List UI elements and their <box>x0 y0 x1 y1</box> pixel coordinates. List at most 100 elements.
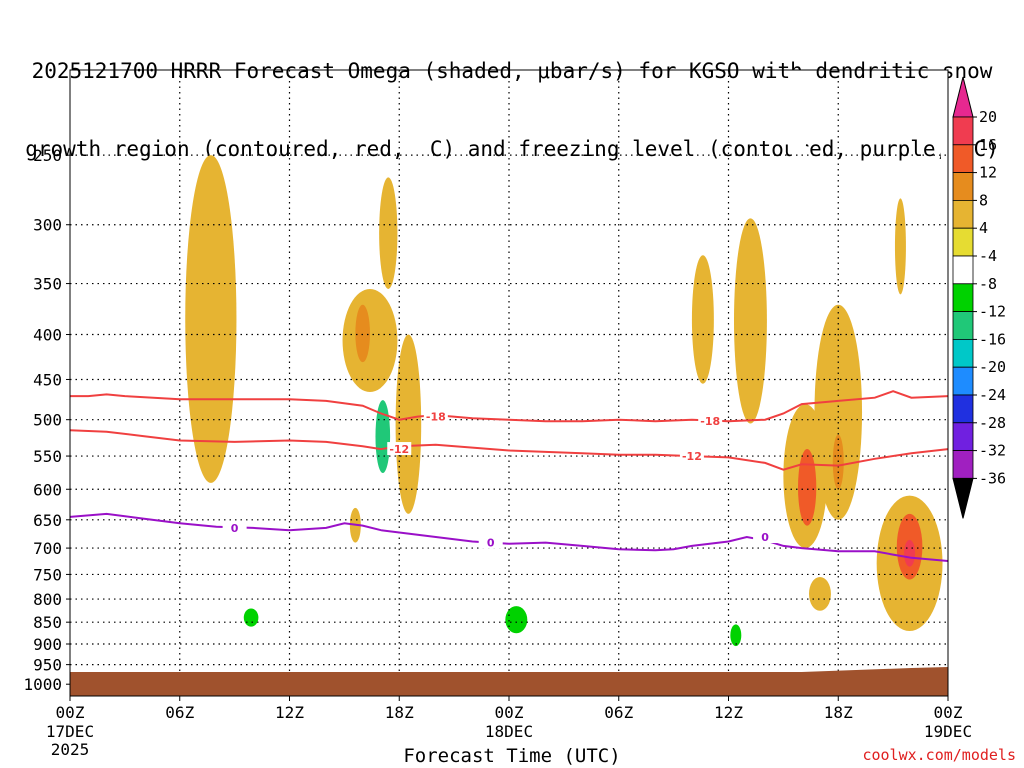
colorbar-top-arrow <box>952 76 974 118</box>
freezing-level-label: 0 <box>487 537 495 550</box>
x-axis-label: Forecast Time (UTC) <box>403 745 621 767</box>
omega-cell <box>395 334 422 514</box>
omega-cell <box>904 539 916 567</box>
x-tick-label: 06Z <box>165 703 194 722</box>
colorbar-swatch <box>952 199 974 229</box>
omega-cell <box>733 218 767 424</box>
x-tick-label: 18Z <box>385 703 414 722</box>
y-tick-label: 300 <box>33 216 62 235</box>
omega-cell <box>808 576 831 611</box>
dgz-top-contour <box>70 390 948 423</box>
contour-label-bg <box>387 442 412 456</box>
chart-title-line2: growth region (contoured, red, ºC) and f… <box>25 137 999 161</box>
colorbar-label: -12 <box>979 303 1006 321</box>
omega-cell <box>348 599 378 636</box>
y-tick-label: 550 <box>33 447 62 466</box>
omega-cell <box>185 155 237 483</box>
y-tick-label: 750 <box>33 565 62 584</box>
omega-cell <box>538 411 572 595</box>
ground-fill <box>70 667 948 696</box>
contour-label-bg <box>222 520 247 534</box>
x-tick-label: 00Z <box>56 703 85 722</box>
colorbar-swatch <box>952 255 974 285</box>
x-tick-label: 12Z <box>275 703 304 722</box>
dgz-bottom-label: -12 <box>682 450 702 463</box>
omega-cell <box>419 88 431 212</box>
y-tick-label: 600 <box>33 480 62 499</box>
dgz-top-label: -18 <box>700 415 720 428</box>
colorbar: 20 16 12 8 4 -4 -8 -12 -16 -20 -24 -28 -32 -36 <box>952 76 1006 519</box>
y-tick-label: 650 <box>33 511 62 530</box>
dgz-top-label: -18 <box>426 411 446 424</box>
x-tick-year: 2025 <box>51 740 90 759</box>
y-tick-label: 850 <box>33 613 62 632</box>
colorbar-swatch <box>952 338 974 368</box>
x-tick-label: 18Z <box>824 703 853 722</box>
omega-cell <box>243 608 259 627</box>
omega-cell <box>280 198 306 335</box>
x-tick-label: 00Z <box>934 703 963 722</box>
freezing-level-label: 0 <box>761 531 769 544</box>
omega-cell <box>730 624 742 647</box>
credit-text: coolwx.com/models <box>862 746 1016 764</box>
omega-cell <box>788 70 808 185</box>
gridlines <box>70 70 948 696</box>
colorbar-label: -8 <box>979 275 997 293</box>
omega-cell <box>715 489 756 669</box>
y-tick-label: 250 <box>33 146 62 165</box>
colorbar-label: 4 <box>979 219 988 237</box>
contour-label-bg <box>698 414 723 428</box>
omega-cell <box>691 255 714 384</box>
omega-cell <box>342 288 398 392</box>
x-tick-date: 17DEC <box>46 722 94 741</box>
y-tick-label: 900 <box>33 635 62 654</box>
y-tick-label: 350 <box>33 275 62 294</box>
contour-label-bg <box>679 449 704 463</box>
colorbar-swatch <box>952 450 974 479</box>
x-tick-date: 18DEC <box>485 722 533 741</box>
chart-title-line1: 2025121700 HRRR Forecast Omega (shaded, … <box>31 59 993 83</box>
colorbar-label: -32 <box>979 442 1006 460</box>
y-tick-label: 950 <box>33 656 62 675</box>
x-tick-date: 19DEC <box>924 722 972 741</box>
omega-cell <box>490 561 542 651</box>
colorbar-label: 8 <box>979 191 988 209</box>
colorbar-swatch <box>952 116 974 146</box>
omega-cell <box>379 177 398 289</box>
omega-cell <box>375 400 391 474</box>
dgz-bottom-label: -12 <box>389 443 409 456</box>
colorbar-label: 16 <box>979 136 997 154</box>
colorbar-swatch <box>952 172 974 201</box>
colorbar-label: -28 <box>979 414 1006 432</box>
colorbar-label: -20 <box>979 358 1006 376</box>
freezing-level-label: 0 <box>231 522 239 535</box>
colorbar-label: -16 <box>979 330 1006 348</box>
colorbar-swatch <box>952 422 974 451</box>
y-tick-label: 800 <box>33 590 62 609</box>
colorbar-swatch <box>952 227 974 257</box>
omega-cell <box>505 606 528 634</box>
y-axis-ticks: 250 300 350 400 450 500 550 600 650 700 750 800 850 9… <box>23 146 70 694</box>
colorbar-swatch <box>952 394 974 424</box>
colorbar-swatch <box>952 311 974 340</box>
ground-layer <box>70 667 948 696</box>
omega-cell <box>219 568 279 635</box>
x-tick-label: 06Z <box>604 703 633 722</box>
omega-cell <box>355 304 370 363</box>
colorbar-label: 12 <box>979 164 997 182</box>
colorbar-swatch <box>952 366 974 396</box>
colorbar-label: 20 <box>979 108 997 126</box>
freezing-level-contour <box>70 512 948 562</box>
omega-cell <box>940 70 948 483</box>
contour-label-bg <box>478 535 503 549</box>
x-tick-label: 00Z <box>495 703 524 722</box>
x-tick-label: 12Z <box>714 703 743 722</box>
colorbar-bottom-arrow <box>952 477 974 519</box>
y-tick-label: 700 <box>33 539 62 558</box>
dgz-bottom-contour <box>70 429 948 471</box>
contour-lines: -18 -18 -12 -12 0 0 0 <box>70 390 948 562</box>
colorbar-label: -36 <box>979 469 1006 487</box>
omega-cell <box>894 198 906 295</box>
